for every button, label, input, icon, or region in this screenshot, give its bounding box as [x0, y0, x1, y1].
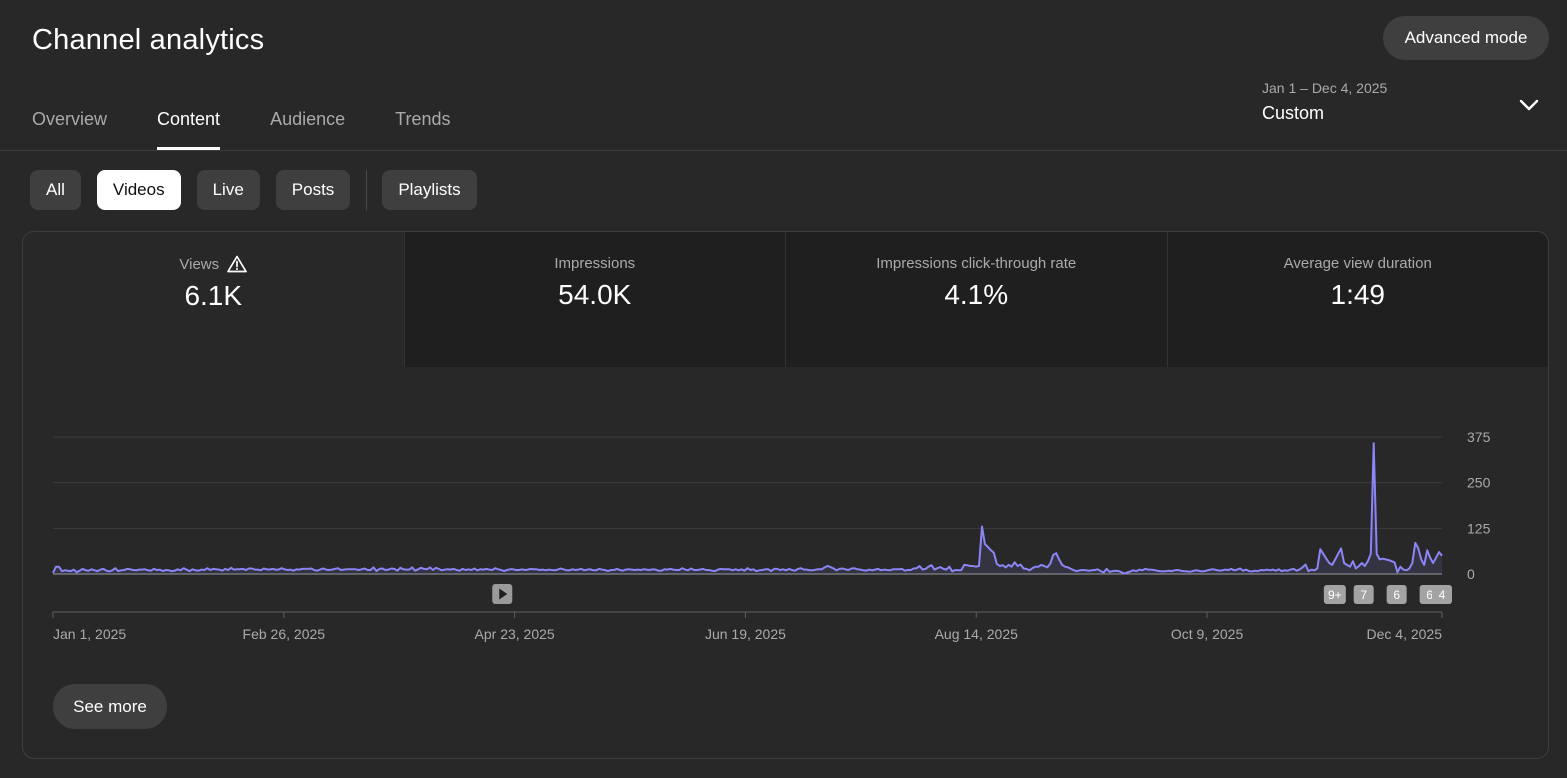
x-tick-label: Aug 14, 2025 [935, 626, 1019, 642]
x-tick-label: Apr 23, 2025 [475, 626, 555, 642]
chevron-down-icon[interactable] [1518, 96, 1540, 114]
event-marker-label: 7 [1360, 588, 1367, 602]
metric-views[interactable]: Views 6.1K [23, 232, 404, 367]
event-marker-label: 6 [1393, 588, 1400, 602]
tab-overview[interactable]: Overview [32, 109, 108, 129]
metric-label: Average view duration [1283, 255, 1432, 272]
event-marker-label: 4 [1439, 588, 1446, 602]
metric-impressions[interactable]: Impressions 54.0K [403, 232, 785, 367]
event-marker [1353, 585, 1374, 604]
views-line [52, 442, 1443, 575]
y-tick-label: 125 [1467, 520, 1491, 536]
play-icon [499, 588, 508, 600]
filter-live-chip[interactable]: Live [196, 170, 260, 210]
filter-videos-chip[interactable]: Videos [96, 170, 181, 210]
x-tick-label: Jun 19, 2025 [705, 626, 786, 642]
event-marker-label: 9+ [1328, 588, 1342, 602]
date-range-selector[interactable]: Jan 1 – Dec 4, 2025 Custom [1262, 80, 1387, 124]
advanced-mode-button[interactable]: Advanced mode [1383, 16, 1549, 60]
content-type-filters: All Videos Live Posts Playlists [30, 170, 493, 210]
filter-separator [366, 170, 368, 210]
metric-label: Impressions [554, 255, 636, 272]
y-tick-label: 0 [1467, 566, 1475, 582]
metric-value: 6.1K [184, 280, 243, 311]
tab-divider [0, 150, 1567, 151]
tab-bar: Overview Content Audience Trends [32, 104, 500, 150]
event-marker [1323, 585, 1346, 604]
x-tick-label: Jan 1, 2025 [53, 626, 126, 642]
metric-label: Impressions click-through rate [876, 255, 1077, 272]
tab-content[interactable]: Content [157, 104, 221, 150]
date-range-text: Jan 1 – Dec 4, 2025 [1262, 80, 1388, 96]
x-tick-label: Dec 4, 2025 [1367, 626, 1443, 642]
tab-audience[interactable]: Audience [270, 109, 346, 129]
x-tick-label: Oct 9, 2025 [1171, 626, 1244, 642]
see-more-button[interactable]: See more [53, 684, 167, 729]
metric-ctr[interactable]: Impressions click-through rate 4.1% [785, 232, 1167, 367]
event-marker-label: 6 [1426, 588, 1433, 602]
metric-tabs: Views 6.1K Impressions 54.0K Impressions… [23, 232, 1548, 367]
x-tick-label: Feb 26, 2025 [243, 626, 326, 642]
tab-trends[interactable]: Trends [395, 109, 451, 129]
views-area [53, 443, 1442, 574]
date-range-preset: Custom [1262, 103, 1325, 123]
page-title: Channel analytics [32, 24, 265, 56]
metric-views-label-row: Views [23, 255, 404, 273]
y-tick-label: 250 [1467, 475, 1491, 491]
event-marker [1432, 585, 1452, 604]
filter-all-chip[interactable]: All [30, 170, 81, 210]
event-marker [1386, 585, 1407, 604]
filter-playlists-chip[interactable]: Playlists [382, 170, 477, 210]
filter-posts-chip[interactable]: Posts [275, 170, 351, 210]
metric-value: 54.0K [558, 279, 632, 310]
y-tick-label: 375 [1467, 429, 1491, 445]
metric-avg-view-duration[interactable]: Average view duration 1:49 [1166, 232, 1548, 367]
metric-label: Views [179, 255, 220, 273]
metric-value: 1:49 [1330, 279, 1386, 310]
metric-value: 4.1% [944, 279, 1009, 310]
analytics-card: Views 6.1K Impressions 54.0K Impressions… [22, 231, 1549, 759]
views-line-chart: 0 125 250 375 Jan 1, 2025 Feb 26, 2025 Apr 23,… [52, 429, 1491, 642]
warning-icon [227, 255, 247, 273]
